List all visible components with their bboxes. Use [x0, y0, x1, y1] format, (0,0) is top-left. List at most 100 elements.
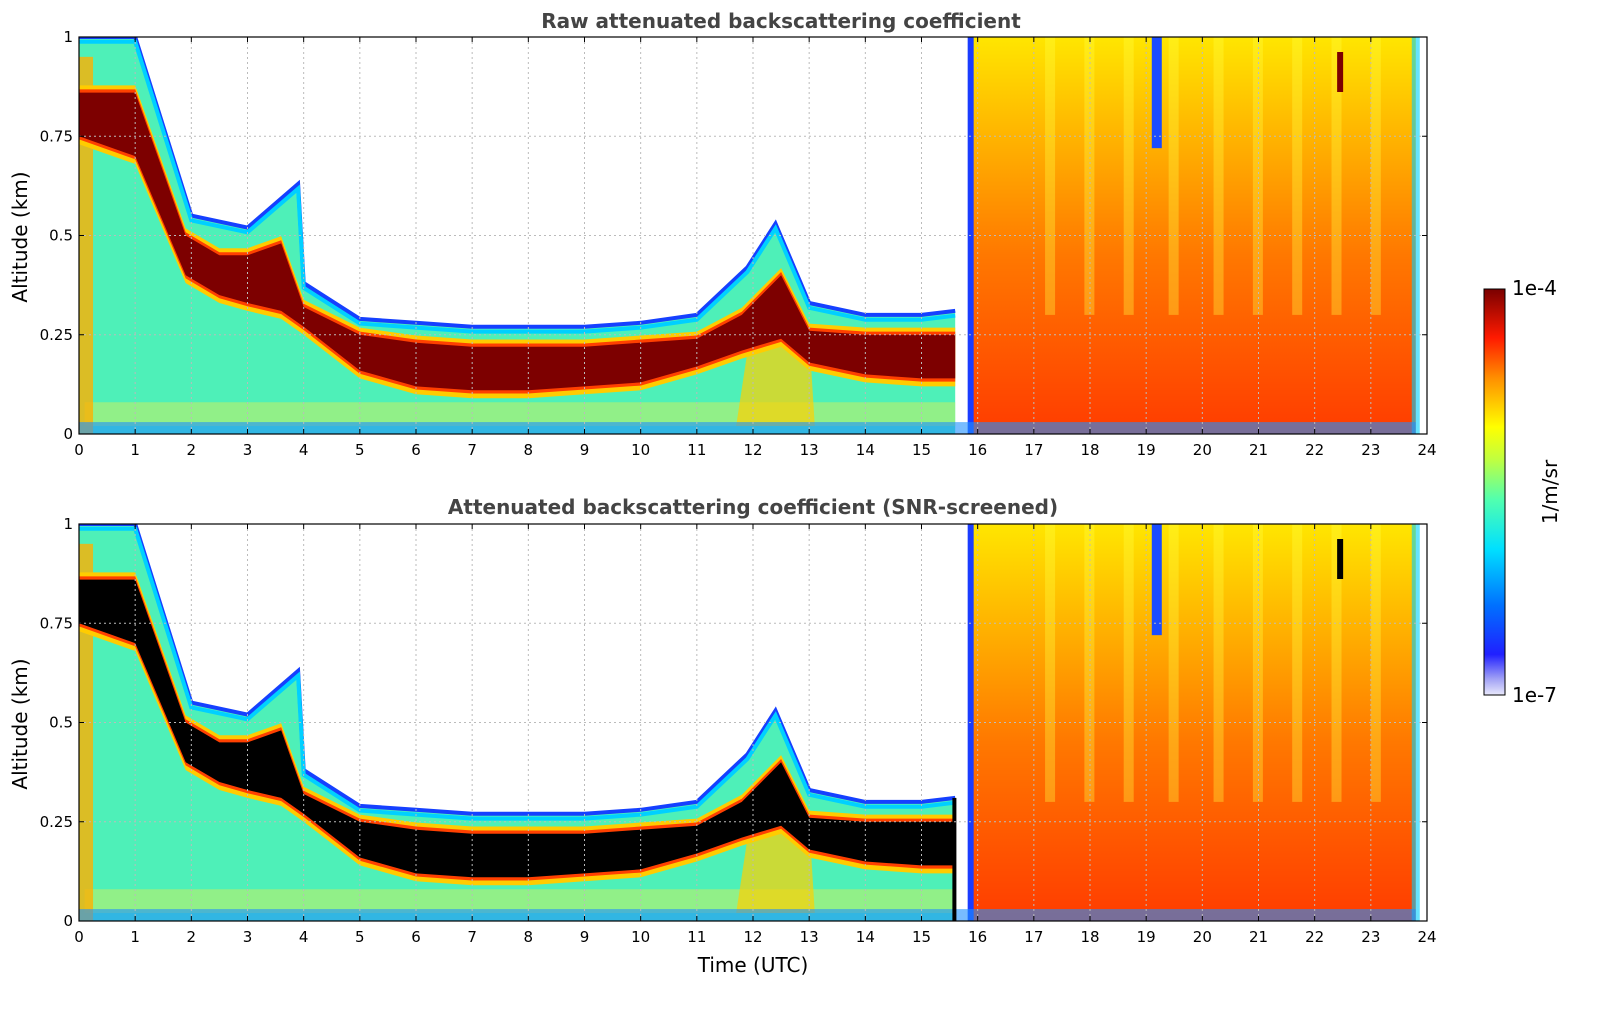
- x-tick-label: 19: [1137, 928, 1156, 946]
- night-streak: [1213, 524, 1224, 802]
- backscatter-field: [79, 524, 1420, 921]
- x-tick-label: 1: [130, 441, 140, 459]
- panel-snr-screened: Attenuated backscattering coefficient (S…: [8, 495, 1437, 977]
- cloud-layer: [79, 92, 956, 391]
- y-tick-label: 1: [63, 515, 73, 533]
- clear-notch: [1151, 37, 1162, 149]
- y-axis-label-snr: Altitude (km): [8, 658, 32, 789]
- x-tick-label: 22: [1305, 441, 1324, 459]
- high-cloud-fragment: [1337, 52, 1344, 92]
- night-streak: [1292, 37, 1303, 315]
- x-tick-label: 20: [1193, 441, 1212, 459]
- x-tick-label: 8: [524, 441, 534, 459]
- x-tick-label: 14: [856, 441, 875, 459]
- x-tick-label: 12: [743, 441, 762, 459]
- x-tick-label: 1: [130, 928, 140, 946]
- colorbar: 1e-4 1e-7 1/m/sr: [1483, 276, 1562, 707]
- y-tick-label: 0.75: [40, 614, 73, 632]
- x-tick-label: 2: [187, 928, 197, 946]
- screened-edge: [952, 797, 957, 921]
- y-tick-label: 0.75: [40, 127, 73, 145]
- y-tick-label: 0.25: [40, 326, 73, 344]
- x-tick-label: 5: [355, 441, 365, 459]
- clear-notch: [1151, 524, 1162, 636]
- colorbar-gradient: [1483, 288, 1506, 696]
- y-tick-label: 0.25: [40, 813, 73, 831]
- x-tick-label: 14: [856, 928, 875, 946]
- night-streak: [1331, 524, 1342, 802]
- high-cloud-fragment: [1337, 539, 1344, 579]
- x-tick-label: 3: [243, 928, 253, 946]
- plot-area-snr: 0 1 2 3 4 5 6 7 8 9 10 11 12 13 14 15 16 17 18 19 20 21 22 23 24…: [40, 515, 1437, 946]
- y-axis-label-raw: Altitude (km): [8, 171, 32, 302]
- colorbar-max-label: 1e-4: [1512, 276, 1557, 300]
- y-tick-label: 0.5: [49, 714, 73, 732]
- x-tick-label: 2: [187, 441, 197, 459]
- x-tick-label: 16: [968, 441, 987, 459]
- x-tick-label: 12: [743, 928, 762, 946]
- x-tick-label: 13: [800, 928, 819, 946]
- panel-raw: Raw attenuated backscattering coefficien…: [8, 9, 1437, 459]
- x-tick-label: 24: [1417, 928, 1436, 946]
- x-tick-label: 6: [411, 928, 421, 946]
- surface-noise: [79, 422, 1416, 434]
- night-streak: [1084, 524, 1095, 802]
- x-tick-label: 3: [243, 441, 253, 459]
- night-streak: [1292, 524, 1303, 802]
- x-tick-label: 4: [299, 441, 309, 459]
- night-streak: [1213, 37, 1224, 315]
- x-tick-label: 10: [631, 441, 650, 459]
- x-tick-label: 23: [1361, 928, 1380, 946]
- x-tick-label: 18: [1080, 441, 1099, 459]
- surface-noise: [79, 909, 1416, 921]
- y-tick-label: 0: [63, 912, 73, 930]
- x-tick-label: 15: [912, 441, 931, 459]
- y-tick-label: 0.5: [49, 227, 73, 245]
- cloud-layer: [79, 579, 956, 878]
- colorbar-min-label: 1e-7: [1512, 683, 1557, 707]
- x-tick-label: 9: [580, 441, 590, 459]
- x-tick-label: 10: [631, 928, 650, 946]
- night-streak: [1045, 524, 1056, 802]
- x-tick-label: 17: [1024, 928, 1043, 946]
- x-tick-label: 11: [687, 928, 706, 946]
- x-tick-label: 6: [411, 441, 421, 459]
- x-tick-label: 21: [1249, 441, 1268, 459]
- x-tick-label: 11: [687, 441, 706, 459]
- x-tick-label: 20: [1193, 928, 1212, 946]
- panel-title-raw: Raw attenuated backscattering coefficien…: [541, 9, 1021, 33]
- x-tick-label: 4: [299, 928, 309, 946]
- x-tick-label: 23: [1361, 441, 1380, 459]
- x-tick-label: 13: [800, 441, 819, 459]
- night-streak: [1045, 37, 1056, 315]
- night-field: [969, 37, 1416, 434]
- night-streak: [1084, 37, 1095, 315]
- x-tick-label: 22: [1305, 928, 1324, 946]
- colorbar-unit-label: 1/m/sr: [1538, 459, 1562, 524]
- x-tick-label: 24: [1417, 441, 1436, 459]
- x-tick-label: 8: [524, 928, 534, 946]
- night-streak: [1370, 37, 1381, 315]
- night-streak: [1370, 524, 1381, 802]
- x-tick-label: 17: [1024, 441, 1043, 459]
- night-streak: [1123, 524, 1134, 802]
- x-tick-label: 21: [1249, 928, 1268, 946]
- x-tick-label: 7: [467, 441, 477, 459]
- night-streak: [1252, 37, 1263, 315]
- x-axis-label: Time (UTC): [697, 953, 809, 977]
- x-tick-label: 9: [580, 928, 590, 946]
- y-tick-label: 1: [63, 28, 73, 46]
- x-tick-label: 15: [912, 928, 931, 946]
- night-streak: [1331, 37, 1342, 315]
- night-streak: [1252, 524, 1263, 802]
- x-tick-label: 5: [355, 928, 365, 946]
- night-streak: [1123, 37, 1134, 315]
- x-tick-label: 19: [1137, 441, 1156, 459]
- x-tick-label: 0: [74, 441, 84, 459]
- left-column: [79, 56, 94, 434]
- night-streak: [1168, 524, 1179, 802]
- plot-area-raw: 0 1 2 3 4 5 6 7 8 9 10 11 12 13 14 15 16 17 18 19 20 21 22 23 24…: [40, 28, 1437, 459]
- night-streak: [1168, 37, 1179, 315]
- x-tick-label: 7: [467, 928, 477, 946]
